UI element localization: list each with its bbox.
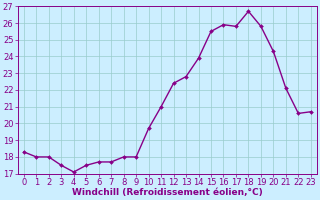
X-axis label: Windchill (Refroidissement éolien,°C): Windchill (Refroidissement éolien,°C) xyxy=(72,188,263,197)
